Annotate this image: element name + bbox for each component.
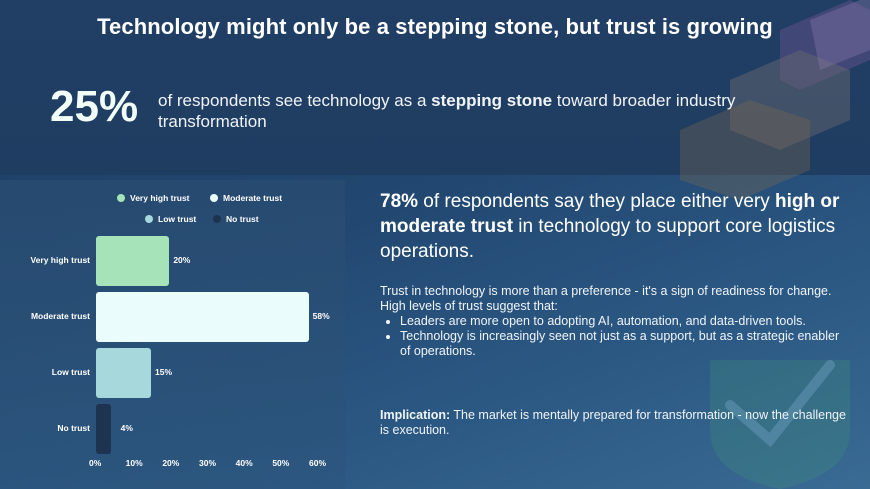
- body-intro: Trust in technology is more than a prefe…: [380, 284, 832, 313]
- bar-value-label: 20%: [173, 255, 191, 265]
- legend-label: No trust: [226, 214, 259, 224]
- stepping-stones-illustration: [680, 0, 870, 200]
- implication: Implication: The market is mentally prep…: [380, 408, 850, 438]
- legend-swatch: [145, 215, 153, 223]
- legend-label: Low trust: [158, 214, 197, 224]
- bar: [96, 404, 111, 454]
- category-label: Very high trust: [30, 255, 90, 265]
- bar-value-label: 58%: [312, 311, 330, 321]
- bar-value-label: 15%: [155, 367, 173, 377]
- headline: 78% of respondents say they place either…: [380, 189, 860, 264]
- bullet-item: Technology is increasingly seen not just…: [400, 329, 850, 359]
- headline-bold-2: high or moderate trust: [380, 191, 840, 237]
- x-tick-label: 50%: [272, 458, 290, 468]
- x-tick-label: 10%: [125, 458, 143, 468]
- headline-text-1: of respondents say they place either ver…: [418, 191, 776, 212]
- x-tick-label: 30%: [199, 458, 217, 468]
- x-tick-label: 0%: [89, 458, 102, 468]
- implication-text: The market is mentally prepared for tran…: [380, 408, 846, 437]
- shield-check-icon: [710, 360, 850, 489]
- legend-swatch: [210, 194, 218, 202]
- category-label: Low trust: [51, 367, 90, 377]
- x-tick-label: 60%: [309, 458, 327, 468]
- bar: [96, 348, 151, 398]
- header-band: [0, 0, 870, 175]
- x-tick-label: 40%: [235, 458, 253, 468]
- legend-item-moderate: Moderate trust: [210, 193, 282, 203]
- legend-swatch: [213, 215, 221, 223]
- bar: [96, 292, 309, 342]
- legend-label: Very high trust: [130, 193, 190, 203]
- category-label: Moderate trust: [30, 311, 90, 321]
- bar-value-label: 4%: [120, 423, 133, 433]
- bar: [96, 236, 170, 286]
- legend-swatch: [117, 194, 125, 202]
- legend-label: Moderate trust: [223, 193, 283, 203]
- stat-text-after: toward broader industry transformation: [158, 91, 736, 131]
- stat-text-before: of respondents see technology as a: [158, 91, 432, 110]
- category-label: No trust: [57, 423, 90, 433]
- bullet-list: Leaders are more open to adopting AI, au…: [380, 314, 850, 359]
- stat-description: of respondents see technology as a stepp…: [158, 90, 838, 132]
- page-title: Technology might only be a stepping ston…: [97, 14, 773, 39]
- stat-text-bold: stepping stone: [431, 91, 553, 110]
- body-text: Trust in technology is more than a prefe…: [380, 284, 850, 359]
- legend-item-no-trust: No trust: [213, 214, 259, 224]
- legend-item-low: Low trust: [145, 214, 196, 224]
- legend-item-very-high: Very high trust: [117, 193, 190, 203]
- headline-bold-1: 78%: [380, 191, 419, 212]
- bullet-item: Leaders are more open to adopting AI, au…: [400, 314, 850, 329]
- headline-text-2: in technology to support core logistics …: [380, 216, 836, 262]
- stat-value: 25%: [50, 82, 139, 131]
- x-tick-label: 20%: [162, 458, 180, 468]
- implication-label: Implication:: [380, 408, 451, 422]
